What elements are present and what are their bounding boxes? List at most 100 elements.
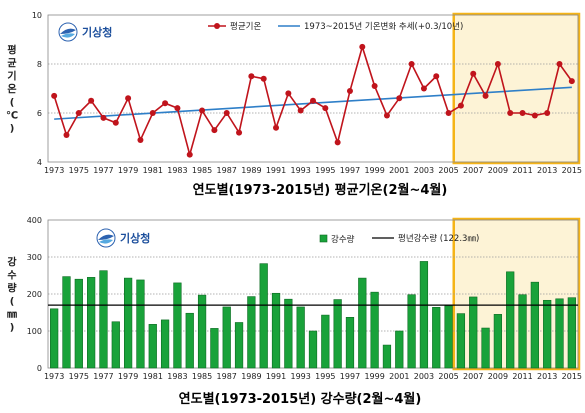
precipitation-bar [469,296,478,369]
temperature-point [137,136,144,143]
temperature-point [383,112,390,119]
precipitation-bar [419,261,429,369]
x-tick-label: 2009 [488,372,508,381]
x-tick-label: 2009 [488,166,508,175]
temperature-point [51,92,58,99]
x-tick-label: 1989 [241,372,261,381]
temperature-point [494,61,501,67]
precipitation-bar [148,324,157,369]
y-tick-labels: 4 6 8 10 [32,11,42,167]
precipitation-bar [160,319,170,369]
y-tick-label: 400 [27,216,42,225]
precipitation-bar [185,312,194,369]
y-axis-label-char: ㎜ [7,310,17,321]
x-tick-label: 1983 [167,372,187,381]
x-tick-label: 1985 [192,166,212,175]
precipitation-bar [222,306,231,369]
y-axis-label-char: 량 [7,283,17,295]
x-tick-label: 1999 [364,372,384,381]
y-axis-label-char: 균 [7,58,16,70]
gridlines [48,63,578,114]
y-axis-label-char: 기 [7,70,16,83]
temperature-point [445,110,452,116]
temperature-points [51,43,575,158]
y-tick-label: 10 [32,11,42,20]
temperature-point [149,110,156,116]
precipitation-bar [530,281,539,369]
y-axis-label-char: 수 [7,270,16,282]
precipitation-bar [407,294,416,369]
temperature-point [346,87,353,94]
precipitation-bar [543,299,552,369]
precipitation-bar [74,278,83,369]
legend-series-label: 강수량 [331,234,355,245]
precipitation-bar [382,344,392,369]
y-axis-label-char: ) [10,124,15,135]
x-tick-labels: 1973 1975 1977 1979 1981 1983 1985 1987 1989 1991… [44,372,582,381]
temperature-point [297,107,304,114]
precipitation-bar [567,297,576,369]
precipitation-bar [296,306,305,369]
temperature-point [359,43,366,50]
x-tick-label: 1991 [266,166,286,175]
x-tick-label: 1979 [118,372,138,381]
y-axis-label-char: 온 [7,84,16,96]
legend-normal-label: 평년강수량 (122.3㎜) [398,233,479,244]
precipitation-bar [432,307,441,369]
y-tick-label: 4 [37,158,42,167]
precipitation-bar [555,298,564,369]
temperature-point [556,61,563,67]
precipitation-bar [284,298,293,369]
y-tick-label: 8 [37,60,42,69]
precipitation-bar [173,282,182,369]
y-tick-label: 6 [37,109,42,118]
precipitation-bar [87,277,96,369]
x-tick-label: 2011 [512,372,532,381]
x-tick-label: 1983 [167,166,187,175]
temperature-point [63,132,70,139]
x-tick-label: 2015 [562,166,582,175]
legend: 평균기온 1973~2015년 기온변화 추세(+0.3/10년) [208,21,463,32]
y-axis-label: 강수량 (㎜) [7,256,17,334]
x-tick-label: 2013 [537,372,557,381]
x-tick-label: 1995 [315,372,335,381]
y-axis-label: 평균기온 (℃) [6,44,18,135]
x-tick-label: 1995 [315,166,335,175]
x-tick-label: 2005 [438,372,458,381]
precipitation-bar [234,322,244,369]
temperature-point [544,110,551,116]
x-tick-label: 2007 [463,166,483,175]
x-tick-label: 1989 [241,166,261,175]
precipitation-bar [123,277,133,369]
precipitation-bar [321,314,330,369]
temperature-point [408,61,415,67]
y-tick-label: 200 [27,290,42,299]
y-tick-label: 300 [27,253,42,262]
precipitation-bar [333,299,342,369]
temperature-point [174,105,181,112]
x-tick-label: 1973 [44,166,64,175]
logo-text: 기상청 [120,231,150,245]
temperature-point [88,97,95,104]
kma-logo: 기상청 [96,228,150,248]
x-tick-label: 2001 [389,166,409,175]
precipitation-bar [444,305,453,369]
precipitation-bar [481,327,490,369]
temperature-point [199,107,206,114]
precipitation-bar [518,294,527,369]
x-tick-label: 1975 [69,372,89,381]
temperature-point [531,112,538,119]
x-tick-label: 1997 [340,372,360,381]
temperature-point [322,105,329,112]
temperature-point [273,124,280,131]
precipitation-bar [395,330,404,369]
y-axis-label-char: 강 [7,256,17,269]
temperature-point [507,110,514,116]
kma-logo: 기상청 [58,22,112,42]
temperature-point [371,83,378,90]
x-tick-label: 1987 [217,166,237,175]
y-axis-label-char: 평 [7,44,16,57]
precipitation-bar [197,294,207,369]
